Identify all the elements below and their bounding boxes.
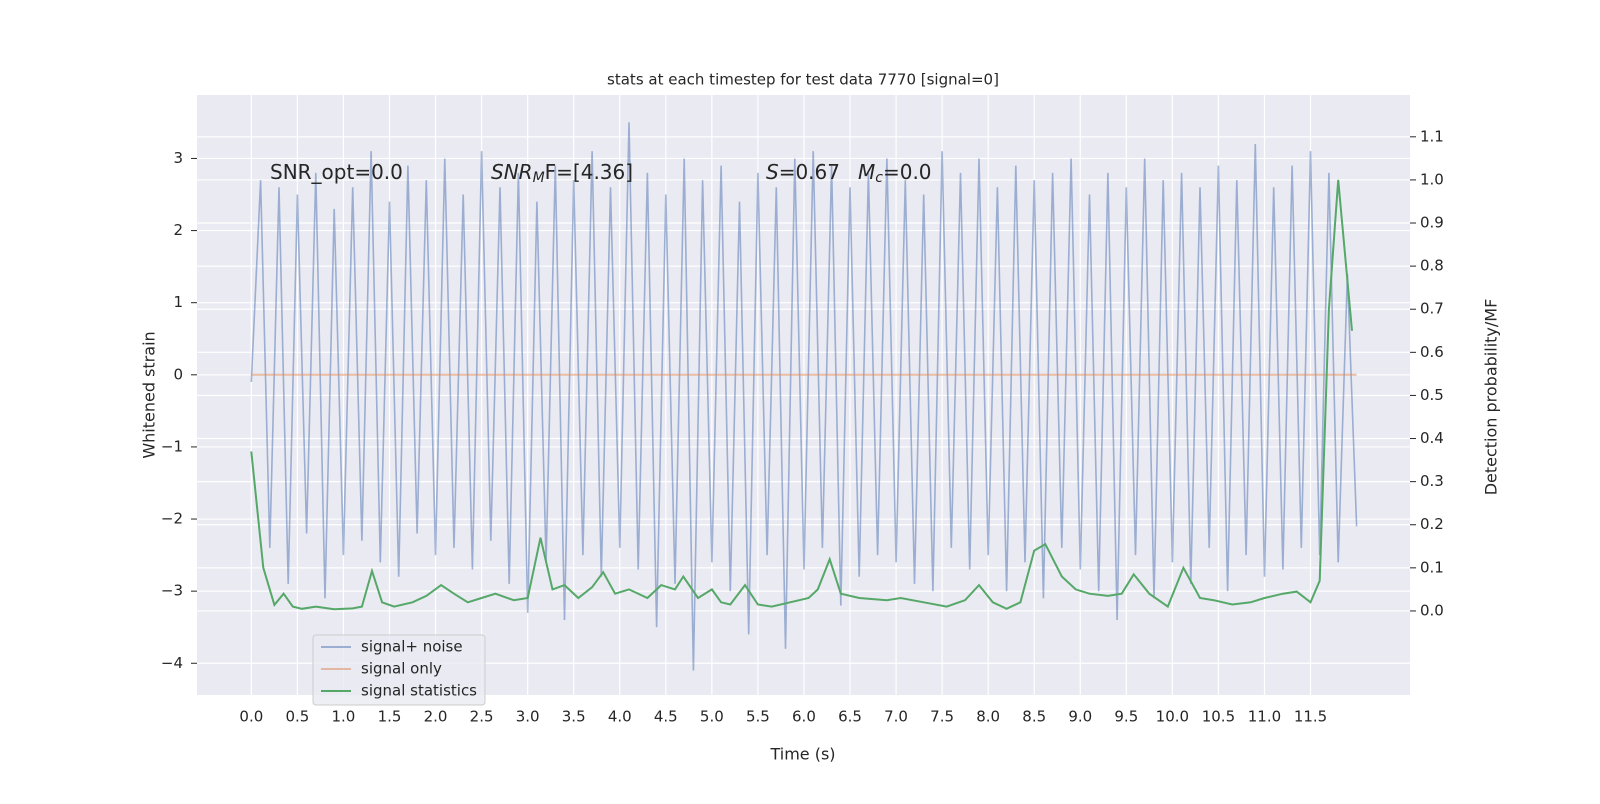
x-tick-label: 2.5 xyxy=(470,708,494,726)
annotation-symbol: SNR xyxy=(491,160,533,184)
y-tick-label: 3 xyxy=(173,149,183,167)
x-axis-label: Time (s) xyxy=(769,745,835,764)
annotation-text: F=[4.36] xyxy=(545,160,633,184)
y2-tick-label: 1.0 xyxy=(1420,170,1444,188)
x-tick-label: 5.0 xyxy=(700,708,724,726)
legend-label: signal only xyxy=(361,660,442,678)
y2-tick-label: 0.1 xyxy=(1420,558,1444,576)
x-tick-label: 11.0 xyxy=(1248,708,1281,726)
annotation-subscript: c xyxy=(875,170,883,186)
x-tick-label: 5.5 xyxy=(746,708,770,726)
x-tick-label: 4.5 xyxy=(654,708,678,726)
y2-tick-label: 0.3 xyxy=(1420,472,1444,490)
x-tick-label: 10.0 xyxy=(1156,708,1189,726)
y2-axis-label: Detection probability/MF xyxy=(1482,299,1501,496)
x-tick-label: 1.5 xyxy=(378,708,402,726)
y2-tick-label: 0.6 xyxy=(1420,343,1444,361)
legend-label: signal statistics xyxy=(361,682,477,700)
x-tick-label: 6.5 xyxy=(838,708,862,726)
x-tick-label: 3.0 xyxy=(516,708,540,726)
y-tick-label: 0 xyxy=(173,365,183,383)
x-tick-label: 9.5 xyxy=(1114,708,1138,726)
y2-tick-label: 0.5 xyxy=(1420,386,1444,404)
x-tick-label: 1.0 xyxy=(332,708,356,726)
x-tick-label: 4.0 xyxy=(608,708,632,726)
annotation-text: =0.67 xyxy=(779,160,840,184)
y2-tick-label: 0.2 xyxy=(1420,515,1444,533)
chart-title: stats at each timestep for test data 777… xyxy=(607,71,999,89)
annotation: Mc=0.0 xyxy=(858,160,932,187)
y2-tick-label: 1.1 xyxy=(1420,127,1444,145)
series-line xyxy=(250,179,1353,611)
y2-tick-label: 0.7 xyxy=(1420,300,1444,318)
annotation: SNRMF=[4.36] xyxy=(491,160,633,187)
x-tick-label: 8.5 xyxy=(1022,708,1046,726)
y2-tick-label: 0.4 xyxy=(1420,429,1444,447)
x-tick-label: 6.0 xyxy=(792,708,816,726)
annotation-symbol: M xyxy=(858,160,875,184)
y-tick-label: −4 xyxy=(161,654,183,672)
x-tick-label: 11.5 xyxy=(1294,708,1327,726)
x-tick-label: 7.0 xyxy=(884,708,908,726)
x-tick-label: 0.5 xyxy=(285,708,309,726)
y-tick-label: 1 xyxy=(173,293,183,311)
x-tick-label: 8.0 xyxy=(976,708,1000,726)
y-tick-label: −3 xyxy=(161,582,183,600)
annotation-text: SNR_opt=0.0 xyxy=(270,160,403,184)
x-tick-label: 9.0 xyxy=(1068,708,1092,726)
annotation-subscript: M xyxy=(533,170,545,186)
x-tick-label: 3.5 xyxy=(562,708,586,726)
series-line xyxy=(250,122,1358,671)
y2-tick-label: 0.9 xyxy=(1420,214,1444,232)
annotation: SNR_opt=0.0 xyxy=(270,160,403,184)
y-tick-label: −1 xyxy=(161,437,183,455)
x-tick-label: 2.0 xyxy=(424,708,448,726)
x-tick-label: 7.5 xyxy=(930,708,954,726)
annotation-text: =0.0 xyxy=(883,160,932,184)
legend-label: signal+ noise xyxy=(361,638,463,656)
y2-tick-label: 0.0 xyxy=(1420,601,1444,619)
annotation-symbol: S xyxy=(766,160,779,184)
x-tick-label: 10.5 xyxy=(1202,708,1235,726)
y-axis-label: Whitened strain xyxy=(140,331,159,458)
x-tick-label: 0.0 xyxy=(239,708,263,726)
legend-box xyxy=(312,634,486,706)
y-tick-label: 2 xyxy=(173,221,183,239)
y2-tick-label: 0.8 xyxy=(1420,257,1444,275)
annotation: S=0.67 xyxy=(766,160,840,184)
y-tick-label: −2 xyxy=(161,510,183,528)
